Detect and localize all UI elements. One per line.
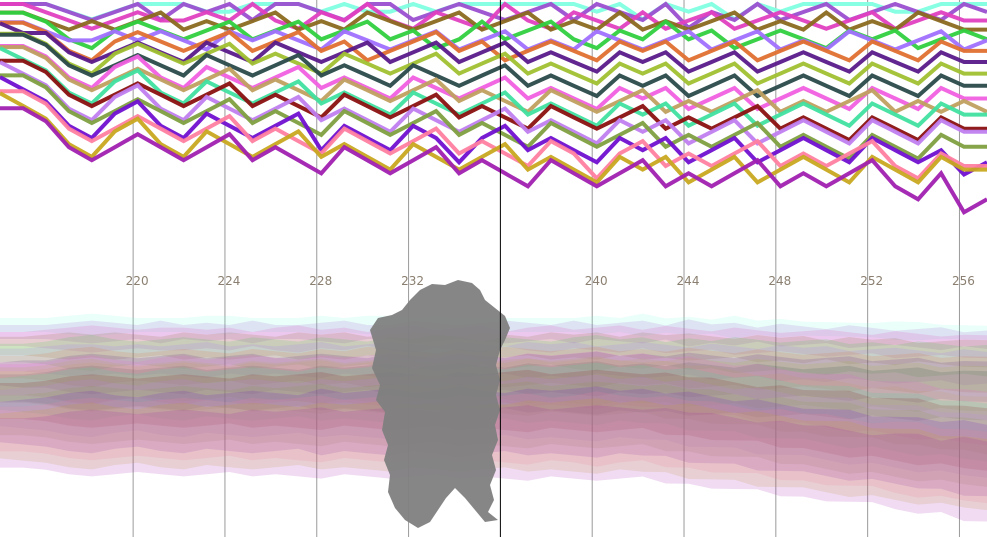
x-tick-label: 244 bbox=[677, 274, 700, 288]
x-tick-label: 220 bbox=[126, 274, 149, 288]
x-tick-label: 256 bbox=[952, 274, 975, 288]
x-tick-label: 248 bbox=[768, 274, 791, 288]
band-series bbox=[0, 398, 987, 511]
line-series bbox=[0, 20, 987, 63]
line-series-panel bbox=[0, 1, 987, 216]
line-series bbox=[0, 45, 987, 115]
x-tick-label: 228 bbox=[309, 274, 332, 288]
x-tick-label: 240 bbox=[585, 274, 608, 288]
x-tick-label: 224 bbox=[217, 274, 240, 288]
line-series bbox=[0, 31, 987, 86]
line-series bbox=[0, 1, 987, 32]
line-series bbox=[0, 73, 987, 162]
x-axis-tick-labels: 220 224 228 232 240 244 248 252 256 bbox=[126, 274, 975, 288]
x-tick-label: 232 bbox=[401, 274, 424, 288]
line-series bbox=[0, 46, 987, 129]
line-series bbox=[0, 58, 987, 143]
cursor-shadow-shape bbox=[370, 280, 510, 528]
line-series bbox=[0, 10, 987, 32]
line-series bbox=[0, 89, 987, 182]
line-series bbox=[0, 75, 987, 177]
line-series bbox=[0, 106, 987, 216]
line-series bbox=[0, 60, 987, 146]
line-series bbox=[0, 32, 987, 99]
line-series bbox=[0, 91, 987, 185]
x-tick-label: 252 bbox=[860, 274, 883, 288]
